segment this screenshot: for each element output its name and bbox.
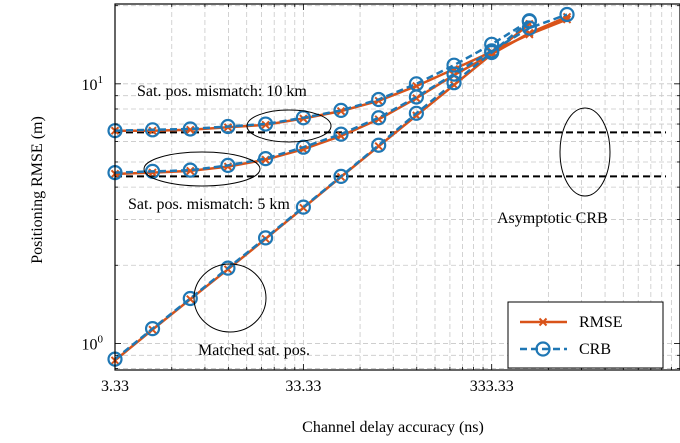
annotation-ellipse	[559, 107, 611, 197]
y-tick-label: 101	[82, 74, 104, 94]
rmse-marker	[336, 106, 346, 116]
crb-marker	[484, 44, 500, 61]
rmse-marker	[261, 120, 270, 130]
crb-marker	[408, 105, 424, 121]
crb-marker	[333, 168, 349, 184]
annotation-ellipses	[143, 107, 611, 333]
series	[107, 6, 575, 367]
rmse-marker	[186, 166, 195, 176]
crb-marker	[182, 290, 198, 307]
annotation-mismatch-5km: Sat. pos. mismatch: 5 km	[128, 196, 290, 213]
rmse-marker	[449, 80, 459, 90]
crb-marker	[521, 13, 537, 29]
crb-marker	[408, 89, 424, 105]
crb-marker	[182, 121, 198, 137]
legend-crb-marker	[535, 341, 551, 357]
crb-marker	[144, 321, 161, 337]
legend: RMSE CRB	[507, 301, 664, 369]
crb-marker	[220, 157, 236, 174]
series-mismatch-10km-crb	[107, 13, 537, 139]
crb-marker	[371, 137, 387, 153]
crb-marker	[371, 91, 387, 108]
annotation-mismatch-10km: Sat. pos. mismatch: 10 km	[137, 83, 307, 100]
crb-marker	[182, 162, 198, 178]
crb-marker	[333, 126, 349, 142]
x-tick-label: 3.33	[101, 378, 129, 395]
crb-marker	[446, 75, 462, 91]
legend-crb-label: CRB	[579, 341, 611, 358]
crb-marker	[258, 230, 274, 246]
legend-rmse-label: RMSE	[579, 314, 623, 331]
crb-marker	[295, 199, 311, 215]
crb-marker	[220, 118, 236, 135]
crb-marker	[371, 110, 387, 126]
crb-marker	[333, 102, 349, 119]
x-axis-label: Channel delay accuracy (ns)	[302, 419, 484, 436]
crb-marker	[559, 6, 575, 23]
y-tick-label: 100	[82, 333, 104, 353]
annotation-ellipse	[193, 263, 267, 333]
x-tick-label: 33.33	[285, 378, 321, 395]
y-axis-label: Positioning RMSE (m)	[29, 116, 46, 264]
legend-box	[507, 301, 664, 369]
series-line	[115, 18, 568, 132]
series-line	[114, 20, 531, 361]
annotation-asymptotic-crb: Asymptotic CRB	[497, 210, 608, 227]
crb-marker	[446, 66, 462, 82]
annotation-ellipse	[143, 151, 261, 187]
crb-marker	[484, 36, 500, 52]
crb-marker	[220, 260, 236, 276]
crb-marker	[446, 57, 462, 73]
rmse-marker	[374, 115, 383, 124]
rmse-marker	[412, 111, 421, 120]
series-matched-crb	[107, 13, 537, 367]
crb-marker	[258, 151, 274, 167]
legend-rmse-marker	[538, 317, 548, 327]
annotation-matched: Matched sat. pos.	[198, 342, 310, 359]
rmse-marker	[186, 125, 195, 135]
crb-marker	[258, 116, 274, 132]
annotation-ellipse	[246, 109, 332, 143]
crb-marker	[144, 122, 161, 138]
x-tick-label: 333.33	[470, 378, 514, 395]
asymptotic-crb-lines	[115, 131, 666, 178]
axis-ticks: 3.33 33.33 333.33 100 101	[82, 4, 680, 395]
